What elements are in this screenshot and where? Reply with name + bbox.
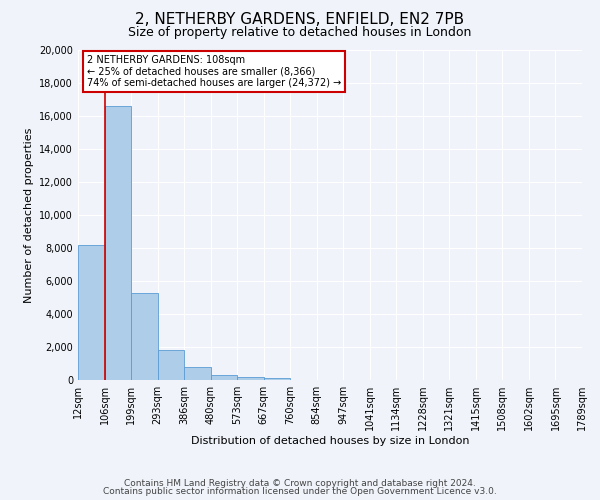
Bar (184, 367, 211, 380)
X-axis label: Distribution of detached houses by size in London: Distribution of detached houses by size … (191, 436, 469, 446)
Text: Contains HM Land Registry data © Crown copyright and database right 2024.: Contains HM Land Registry data © Crown c… (124, 478, 476, 488)
Text: Size of property relative to detached houses in London: Size of property relative to detached ho… (128, 26, 472, 39)
Y-axis label: Number of detached properties: Number of detached properties (24, 128, 34, 302)
Bar (158, 350, 184, 380)
Text: Contains public sector information licensed under the Open Government Licence v3: Contains public sector information licen… (103, 487, 497, 496)
Bar (78, 244, 104, 380)
Bar (263, 378, 290, 380)
Text: 2, NETHERBY GARDENS, ENFIELD, EN2 7PB: 2, NETHERBY GARDENS, ENFIELD, EN2 7PB (136, 12, 464, 28)
Bar (211, 375, 237, 380)
Bar (237, 376, 263, 380)
Bar (131, 292, 158, 380)
Text: 2 NETHERBY GARDENS: 108sqm
← 25% of detached houses are smaller (8,366)
74% of s: 2 NETHERBY GARDENS: 108sqm ← 25% of deta… (87, 55, 341, 88)
Bar (104, 106, 131, 380)
